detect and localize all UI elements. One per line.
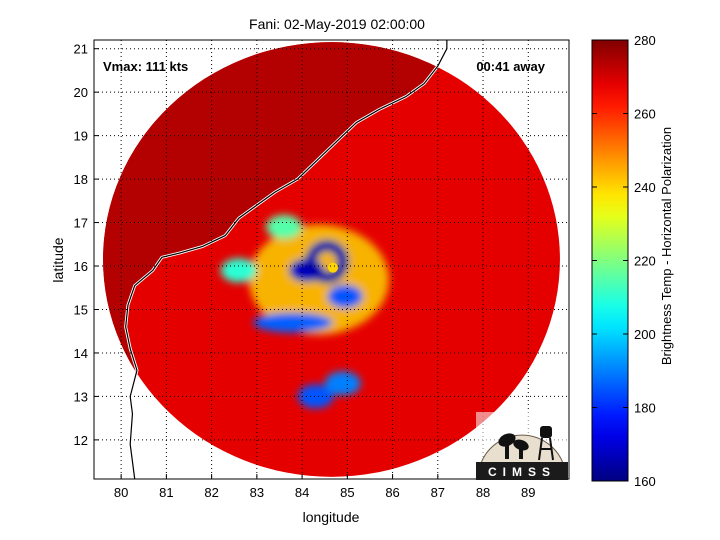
satellite-dish-icon (498, 433, 529, 459)
coastline-layer (124, 40, 449, 480)
y-axis-ticks: 12 13 14 15 16 17 18 19 20 21 (74, 42, 99, 448)
x-tick-label: 88 (476, 485, 490, 500)
y-axis-label: latitude (50, 237, 66, 282)
colorbar-label: Brightness Temp - Horizontal Polarizatio… (659, 127, 674, 365)
convective-cell (324, 371, 361, 396)
swath-layer (103, 42, 560, 477)
x-tick-label: 80 (114, 485, 128, 500)
y-tick-label: 13 (74, 389, 88, 404)
y-tick-label: 20 (74, 85, 88, 100)
colorbar-tick-label: 180 (634, 401, 656, 416)
colorbar-tick-label: 160 (634, 474, 656, 489)
chart-title: Fani: 02-May-2019 02:00:00 (249, 16, 425, 32)
colorbar-ticks: 160 180 200 220 240 260 280 (592, 33, 656, 489)
colorbar-tick-label: 260 (634, 107, 656, 122)
convective-cell (327, 284, 364, 309)
colorbar (591, 39, 629, 482)
y-tick-label: 14 (74, 346, 88, 361)
y-tick-label: 17 (74, 216, 88, 231)
y-tick-label: 19 (74, 129, 88, 144)
y-tick-label: 15 (74, 302, 88, 317)
coastline (125, 40, 448, 480)
colorbar-tick-label: 280 (634, 33, 656, 48)
logo-text: CIMSS (488, 465, 556, 479)
y-tick-label: 12 (74, 433, 88, 448)
colorbar-tick-label: 220 (634, 254, 656, 269)
logo-banner (476, 462, 568, 480)
x-tick-label: 82 (204, 485, 218, 500)
convective-cell (266, 214, 302, 239)
colorbar-tick-label: 240 (634, 180, 656, 195)
convective-cell (220, 258, 257, 283)
colorbar-tick-label: 200 (634, 327, 656, 342)
x-axis-ticks: 80 81 82 83 84 85 86 87 88 89 (114, 474, 536, 500)
x-tick-label: 81 (159, 485, 173, 500)
land-region (103, 42, 447, 477)
x-tick-label: 87 (431, 485, 445, 500)
y-tick-label: 21 (74, 42, 88, 57)
vmax-annotation: Vmax: 111 kts (103, 59, 188, 74)
eyewall (304, 239, 349, 284)
convective-cell (253, 312, 334, 333)
y-tick-label: 16 (74, 259, 88, 274)
storm-eye (327, 262, 338, 273)
x-tick-label: 83 (250, 485, 264, 500)
x-axis-label: longitude (303, 509, 360, 525)
plot-frame (93, 39, 570, 480)
x-tick-label: 85 (340, 485, 354, 500)
y-tick-label: 18 (74, 172, 88, 187)
time-offset-annotation: 00:41 away (476, 59, 545, 74)
convective-cell (297, 384, 334, 409)
x-tick-label: 84 (295, 485, 309, 500)
water-tower-icon (538, 426, 554, 461)
x-tick-label: 89 (521, 485, 535, 500)
x-tick-label: 86 (385, 485, 399, 500)
cimss-logo: CIMSS (476, 412, 568, 480)
